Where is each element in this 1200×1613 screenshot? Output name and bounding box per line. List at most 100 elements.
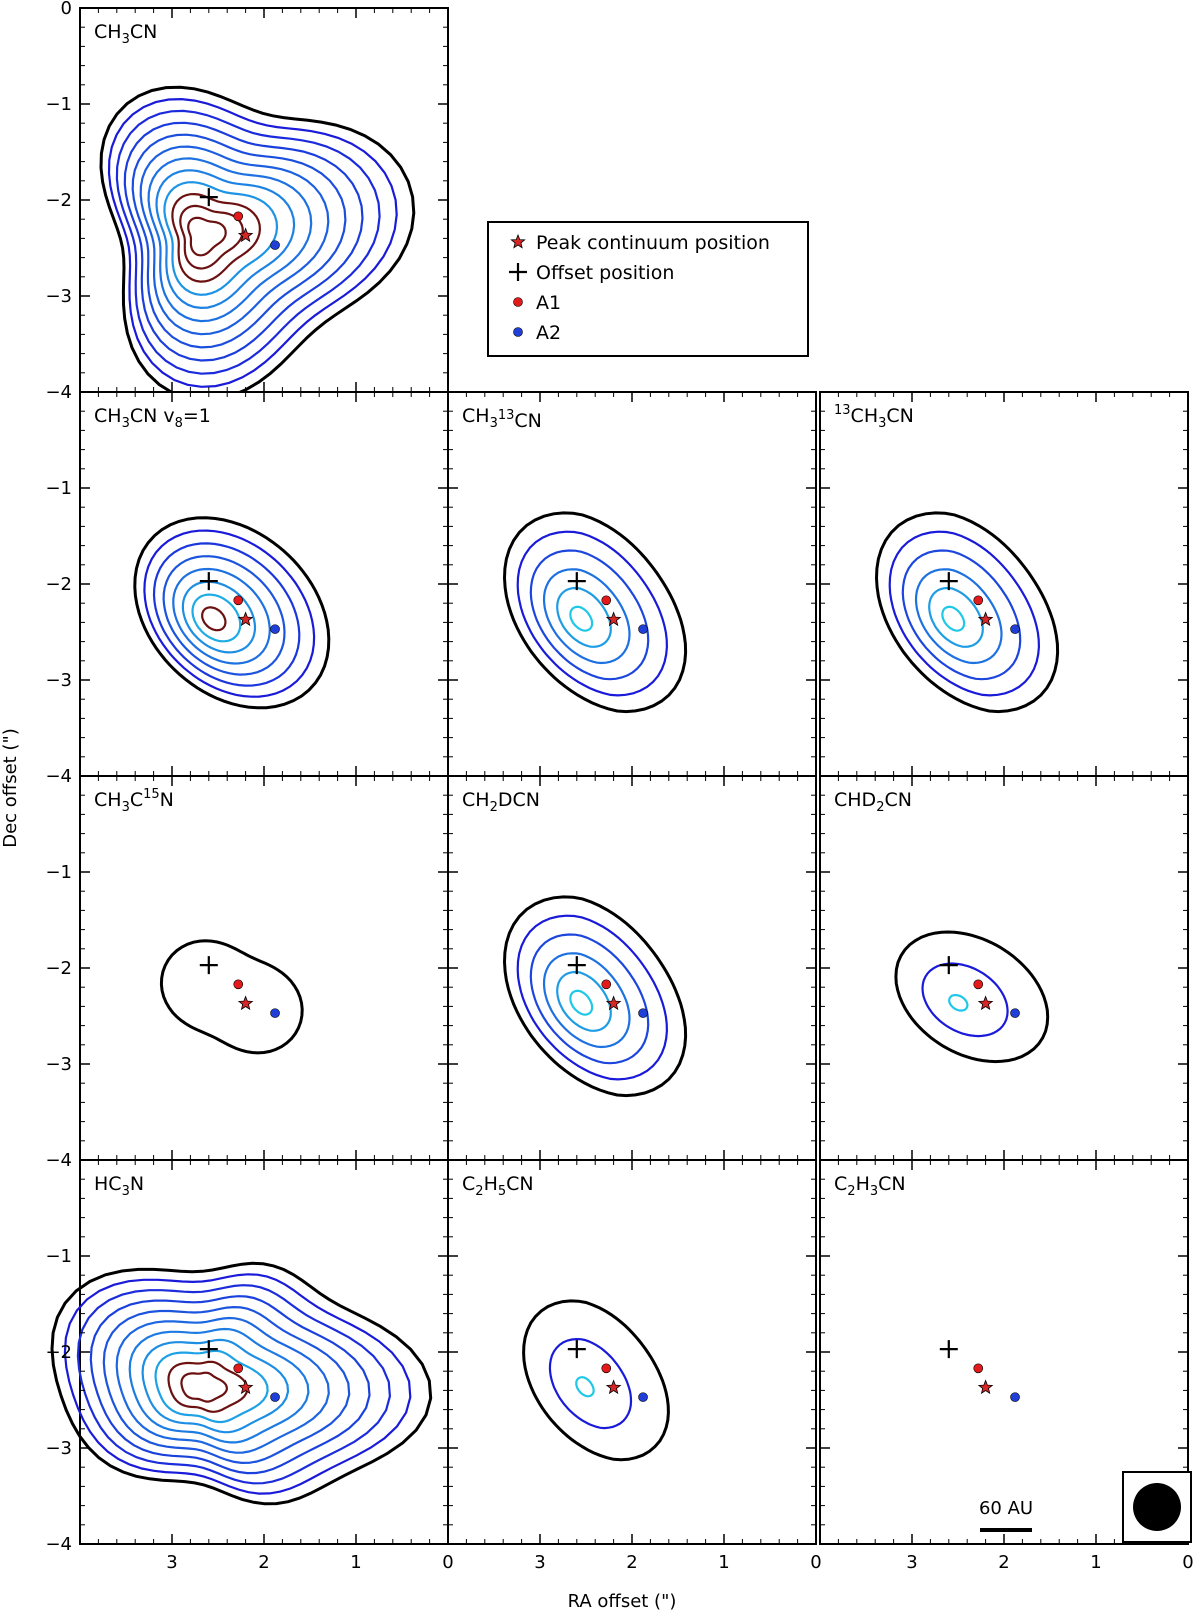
contour-level-4 <box>131 133 347 349</box>
contour-level-3 <box>162 555 286 676</box>
a1-marker <box>973 595 984 606</box>
molecule-label: CH3CN v8=1 <box>94 405 211 431</box>
contour-level-5 <box>569 605 594 632</box>
contour-level-7 <box>201 606 227 632</box>
panel-frame <box>819 775 1189 1161</box>
y-tick-label: −1 <box>45 862 72 883</box>
contour-level-2 <box>901 549 1022 681</box>
contour-level-0 <box>159 939 304 1055</box>
y-tick-label: −4 <box>45 1150 72 1171</box>
x-tick-label: 3 <box>906 1552 917 1573</box>
contour-level-2 <box>152 542 301 687</box>
offset-position-marker <box>567 956 586 975</box>
legend-dot-icon <box>513 297 523 307</box>
contour-level-2 <box>948 993 969 1012</box>
peak-continuum-marker <box>237 1379 254 1395</box>
y-tick-label: −3 <box>45 670 72 691</box>
a1-marker <box>973 979 984 990</box>
contour-level-11 <box>187 216 227 257</box>
contour-level-4 <box>556 970 612 1032</box>
contour-level-0 <box>133 516 331 710</box>
contour-level-3 <box>123 121 364 362</box>
panel-frame <box>79 775 449 1161</box>
a2-marker <box>270 624 280 634</box>
contour-level-6 <box>147 157 313 323</box>
peak-continuum-marker <box>605 995 622 1011</box>
y-tick-label: −3 <box>45 1438 72 1459</box>
legend-label: A1 <box>536 292 561 314</box>
panel-p_v8: −1 −2 −3 −4 CH3CN v8=1 <box>45 391 449 787</box>
beam-ellipse <box>1133 1483 1181 1531</box>
contour-level-0 <box>502 511 688 714</box>
contour-level-2 <box>115 109 381 375</box>
x-tick-label: 3 <box>166 1552 177 1573</box>
contour-level-0 <box>522 1299 670 1462</box>
contour-level-0 <box>50 1261 433 1506</box>
y-tick-label: −2 <box>45 1342 72 1363</box>
x-tick-label: 1 <box>350 1552 361 1573</box>
offset-position-marker <box>939 1340 958 1359</box>
offset-position-marker <box>567 1340 586 1359</box>
panel-p_ch2dcn: CH2DCN <box>447 775 817 1161</box>
x-tick-label: 0 <box>1182 1552 1193 1573</box>
contour-level-7 <box>155 169 296 310</box>
y-tick-label: −4 <box>45 766 72 787</box>
panel-p_hc3n: −1 −2 −3 −4 3 2 1 0 HC3N <box>45 1159 454 1573</box>
a2-marker <box>270 1008 280 1018</box>
peak-continuum-marker <box>977 611 994 627</box>
contour-level-5 <box>139 145 330 336</box>
contour-level-4 <box>172 567 271 665</box>
y-tick-label: −1 <box>45 1246 72 1267</box>
a1-marker <box>601 979 612 990</box>
molecule-label: CH313CN <box>462 405 542 432</box>
a2-marker <box>1010 1008 1020 1018</box>
offset-position-marker <box>199 1340 218 1359</box>
legend-dot-icon <box>513 327 523 337</box>
panel-p_c2h5cn: 3 2 1 0 C2H5CN <box>447 1159 822 1573</box>
molecule-label: CH3C15N <box>94 787 174 815</box>
contour-level-10 <box>180 1371 229 1403</box>
x-tick-label: 1 <box>1090 1552 1101 1573</box>
peak-continuum-marker <box>237 995 254 1011</box>
contour-level-3 <box>89 1295 371 1475</box>
contour-level-4 <box>556 586 612 648</box>
offset-position-marker <box>199 188 218 207</box>
x-tick-label: 1 <box>718 1552 729 1573</box>
contour-level-1 <box>548 1337 633 1430</box>
x-tick-label: 2 <box>258 1552 269 1573</box>
contour-level-5 <box>181 580 257 654</box>
y-tick-label: −2 <box>45 190 72 211</box>
y-tick-label: −1 <box>45 94 72 115</box>
a1-marker <box>601 595 612 606</box>
contour-level-2 <box>76 1284 392 1485</box>
x-tick-label: 3 <box>534 1552 545 1573</box>
molecule-label: C2H3CN <box>834 1173 906 1199</box>
contour-level-5 <box>941 605 966 632</box>
contour-level-1 <box>63 1273 412 1495</box>
y-tick-label: −4 <box>45 1534 72 1555</box>
offset-position-marker <box>199 956 218 975</box>
a1-marker <box>973 1363 984 1374</box>
contour-level-1 <box>107 97 398 388</box>
peak-continuum-marker <box>605 1379 622 1395</box>
a2-marker <box>638 624 648 634</box>
a1-marker <box>233 211 244 222</box>
contour-level-3 <box>914 568 1003 665</box>
contour-level-6 <box>191 593 242 643</box>
contour-level-1 <box>516 530 669 697</box>
a1-marker <box>233 979 244 990</box>
contour-level-0 <box>502 895 688 1098</box>
panel-p_ch3cn: 0 −1 −2 −3 −4 CH3CN <box>45 0 449 403</box>
panel-frame <box>819 391 1189 777</box>
legend: Peak continuum position Offset position A1… <box>487 221 809 357</box>
legend-box <box>487 221 809 357</box>
legend-plus-icon <box>509 263 527 281</box>
a1-marker <box>601 1363 612 1374</box>
molecule-label: CHD2CN <box>834 789 912 815</box>
contour-level-2 <box>529 933 650 1065</box>
panel-frame <box>447 1159 817 1545</box>
y-tick-label: −3 <box>45 286 72 307</box>
x-tick-label: 2 <box>626 1552 637 1573</box>
contour-level-5 <box>569 989 594 1016</box>
